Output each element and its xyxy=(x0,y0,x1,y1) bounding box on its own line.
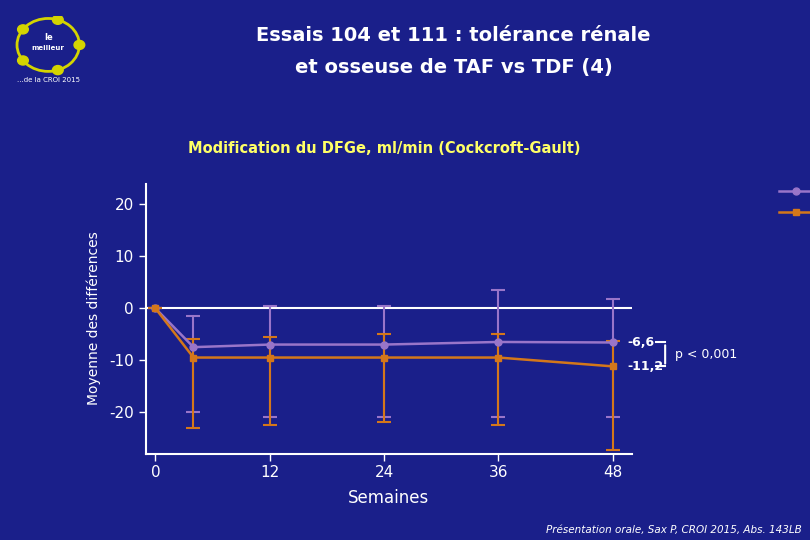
X-axis label: Semaines: Semaines xyxy=(348,489,429,507)
Legend: E/C/F/TAF, E/C/F/TDF: E/C/F/TAF, E/C/F/TDF xyxy=(778,185,810,220)
Text: ...de la CROI 2015: ...de la CROI 2015 xyxy=(17,77,79,84)
Text: -11,2: -11,2 xyxy=(627,360,663,373)
Text: le: le xyxy=(44,33,53,42)
Text: Essais 104 et 111 : tolérance rénale: Essais 104 et 111 : tolérance rénale xyxy=(256,25,651,45)
Circle shape xyxy=(53,15,63,24)
Circle shape xyxy=(18,25,28,34)
Circle shape xyxy=(53,65,63,75)
Text: p < 0,001: p < 0,001 xyxy=(675,348,737,361)
Text: et osseuse de TAF vs TDF (4): et osseuse de TAF vs TDF (4) xyxy=(295,58,612,77)
Text: meilleur: meilleur xyxy=(32,45,65,51)
Circle shape xyxy=(18,56,28,65)
Text: Modification du DFGe, ml/min (Cockcroft-Gault): Modification du DFGe, ml/min (Cockcroft-… xyxy=(189,141,581,156)
Text: -6,6: -6,6 xyxy=(627,336,654,349)
Text: Présentation orale, Sax P, CROI 2015, Abs. 143LB: Présentation orale, Sax P, CROI 2015, Ab… xyxy=(546,524,802,535)
Y-axis label: Moyenne des différences: Moyenne des différences xyxy=(87,232,101,406)
Circle shape xyxy=(74,40,85,50)
